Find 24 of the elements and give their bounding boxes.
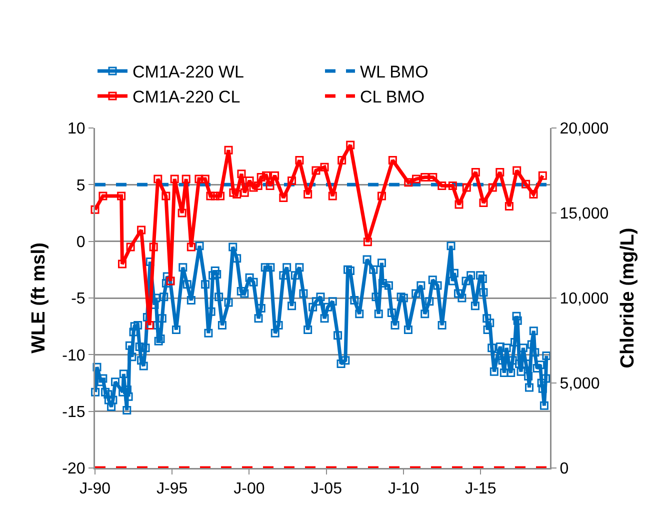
x-tick-label: J-15	[465, 480, 496, 498]
y-tick-label: 0	[76, 234, 86, 251]
y2-tick-label: 10,000	[560, 290, 609, 308]
y-tick-label: 5	[76, 177, 86, 194]
y2-axis-title: Chloride (mg/L)	[617, 228, 638, 368]
y-tick-label: -15	[62, 404, 86, 421]
y2-tick-label: 20,000	[560, 120, 609, 138]
x-tick-label: J-00	[234, 480, 265, 498]
legend-label: WL BMO	[360, 62, 428, 82]
y2-tick-label: 5,000	[560, 376, 600, 393]
x-tick-label: J-05	[310, 480, 342, 498]
x-tick-label: J-90	[79, 480, 111, 498]
y-tick-label: 10	[68, 120, 86, 138]
y2-tick-label: 15,000	[560, 206, 609, 223]
y-tick-label: -20	[62, 460, 86, 478]
x-tick-label: J-95	[156, 480, 188, 498]
y-tick-label: -5	[71, 290, 86, 308]
x-tick-label: J-10	[388, 480, 420, 498]
legend-label: CM1A-220 WL	[132, 62, 244, 82]
y-tick-label: -10	[62, 347, 86, 364]
y-axis-title: WLE (ft msl)	[28, 242, 50, 354]
legend-label: CM1A-220 CL	[132, 88, 240, 107]
legend-label: CL BMO	[360, 88, 425, 107]
y2-tick-label: 0	[560, 460, 569, 478]
